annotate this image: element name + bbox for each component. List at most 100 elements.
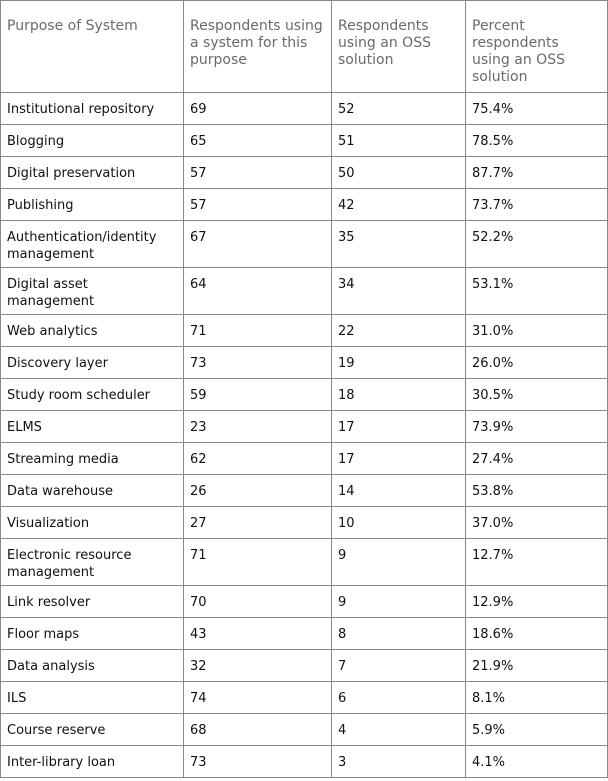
row-label: Institutional repository <box>0 92 184 125</box>
table-row: Electronic resource management 71 9 12.7% <box>0 538 608 586</box>
table-row: Inter-library loan 73 3 4.1% <box>0 745 608 778</box>
row-label: Data warehouse <box>0 474 184 507</box>
cell: 50 <box>331 156 466 189</box>
cell: 64 <box>183 267 332 315</box>
row-label: ILS <box>0 681 184 714</box>
cell: 71 <box>183 314 332 347</box>
cell: 7 <box>331 649 466 682</box>
cell: 30.5% <box>465 378 608 411</box>
cell: 68 <box>183 713 332 746</box>
cell: 74 <box>183 681 332 714</box>
row-label: Course reserve <box>0 713 184 746</box>
cell: 35 <box>331 220 466 268</box>
table-row: Floor maps 43 8 18.6% <box>0 617 608 650</box>
cell: 26.0% <box>465 346 608 379</box>
table-row: Publishing 57 42 73.7% <box>0 188 608 221</box>
cell: 70 <box>183 585 332 618</box>
cell: 78.5% <box>465 124 608 157</box>
cell: 34 <box>331 267 466 315</box>
cell: 14 <box>331 474 466 507</box>
cell: 62 <box>183 442 332 475</box>
cell: 59 <box>183 378 332 411</box>
row-label: Streaming media <box>0 442 184 475</box>
cell: 73.7% <box>465 188 608 221</box>
row-label: Discovery layer <box>0 346 184 379</box>
cell: 67 <box>183 220 332 268</box>
cell: 69 <box>183 92 332 125</box>
cell: 23 <box>183 410 332 443</box>
cell: 75.4% <box>465 92 608 125</box>
table-row: ELMS 23 17 73.9% <box>0 410 608 443</box>
table-row: Discovery layer 73 19 26.0% <box>0 346 608 379</box>
cell: 9 <box>331 538 466 586</box>
column-header: Respondents using an OSS solution <box>331 0 466 93</box>
cell: 10 <box>331 506 466 539</box>
cell: 26 <box>183 474 332 507</box>
cell: 27 <box>183 506 332 539</box>
table-row: Data analysis 32 7 21.9% <box>0 649 608 682</box>
row-label: Inter-library loan <box>0 745 184 778</box>
table-row: Link resolver 70 9 12.9% <box>0 585 608 618</box>
cell: 18 <box>331 378 466 411</box>
cell: 6 <box>331 681 466 714</box>
cell: 8.1% <box>465 681 608 714</box>
row-label: Digital asset management <box>0 267 184 315</box>
cell: 4.1% <box>465 745 608 778</box>
table-row: Study room scheduler 59 18 30.5% <box>0 378 608 411</box>
cell: 53.1% <box>465 267 608 315</box>
table-row: Institutional repository 69 52 75.4% <box>0 92 608 125</box>
cell: 17 <box>331 410 466 443</box>
table-row: Blogging 65 51 78.5% <box>0 124 608 157</box>
row-label: Digital preservation <box>0 156 184 189</box>
cell: 22 <box>331 314 466 347</box>
row-label: Blogging <box>0 124 184 157</box>
table-row: ILS 74 6 8.1% <box>0 681 608 714</box>
row-label: Study room scheduler <box>0 378 184 411</box>
cell: 51 <box>331 124 466 157</box>
cell: 57 <box>183 188 332 221</box>
row-label: ELMS <box>0 410 184 443</box>
table-row: Web analytics 71 22 31.0% <box>0 314 608 347</box>
cell: 9 <box>331 585 466 618</box>
table-row: Authentication/identity management 67 35 52… <box>0 220 608 268</box>
cell: 8 <box>331 617 466 650</box>
cell: 73.9% <box>465 410 608 443</box>
row-label: Authentication/identity management <box>0 220 184 268</box>
cell: 42 <box>331 188 466 221</box>
cell: 53.8% <box>465 474 608 507</box>
cell: 27.4% <box>465 442 608 475</box>
cell: 52.2% <box>465 220 608 268</box>
cell: 31.0% <box>465 314 608 347</box>
cell: 32 <box>183 649 332 682</box>
cell: 17 <box>331 442 466 475</box>
table-row: Streaming media 62 17 27.4% <box>0 442 608 475</box>
row-label: Floor maps <box>0 617 184 650</box>
header-row: Purpose of System Respondents using a sys… <box>0 0 608 93</box>
cell: 19 <box>331 346 466 379</box>
cell: 12.7% <box>465 538 608 586</box>
cell: 73 <box>183 745 332 778</box>
cell: 87.7% <box>465 156 608 189</box>
cell: 21.9% <box>465 649 608 682</box>
table-row: Course reserve 68 4 5.9% <box>0 713 608 746</box>
cell: 65 <box>183 124 332 157</box>
table-row: Visualization 27 10 37.0% <box>0 506 608 539</box>
table-row: Digital asset management 64 34 53.1% <box>0 267 608 315</box>
row-label: Web analytics <box>0 314 184 347</box>
cell: 71 <box>183 538 332 586</box>
column-header: Respondents using a system for this purp… <box>183 0 332 93</box>
table-row: Data warehouse 26 14 53.8% <box>0 474 608 507</box>
column-header: Percent respondents using an OSS solutio… <box>465 0 608 93</box>
row-label: Data analysis <box>0 649 184 682</box>
cell: 57 <box>183 156 332 189</box>
cell: 18.6% <box>465 617 608 650</box>
row-label: Link resolver <box>0 585 184 618</box>
table-row: Digital preservation 57 50 87.7% <box>0 156 608 189</box>
row-label: Publishing <box>0 188 184 221</box>
row-label: Electronic resource management <box>0 538 184 586</box>
cell: 5.9% <box>465 713 608 746</box>
row-label: Visualization <box>0 506 184 539</box>
cell: 12.9% <box>465 585 608 618</box>
